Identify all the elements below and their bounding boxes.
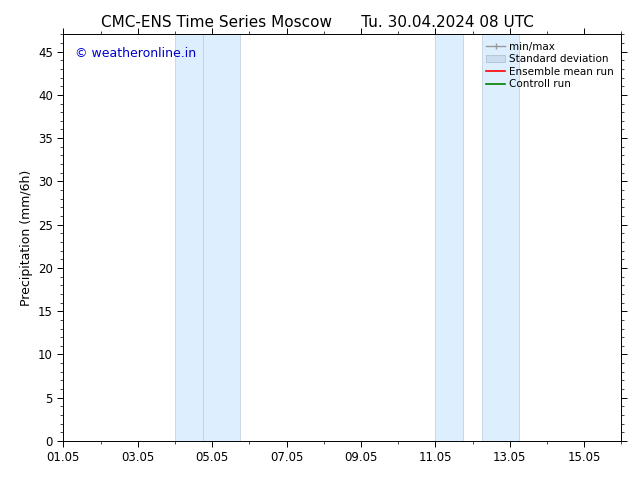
Legend: min/max, Standard deviation, Ensemble mean run, Controll run: min/max, Standard deviation, Ensemble me…	[484, 40, 616, 92]
Bar	[203, 34, 240, 441]
Bar	[175, 34, 203, 441]
Text: © weatheronline.in: © weatheronline.in	[75, 47, 196, 59]
Bar	[436, 34, 463, 441]
Y-axis label: Precipitation (mm/6h): Precipitation (mm/6h)	[20, 170, 32, 306]
Bar	[482, 34, 519, 441]
Text: CMC-ENS Time Series Moscow      Tu. 30.04.2024 08 UTC: CMC-ENS Time Series Moscow Tu. 30.04.202…	[101, 15, 533, 30]
